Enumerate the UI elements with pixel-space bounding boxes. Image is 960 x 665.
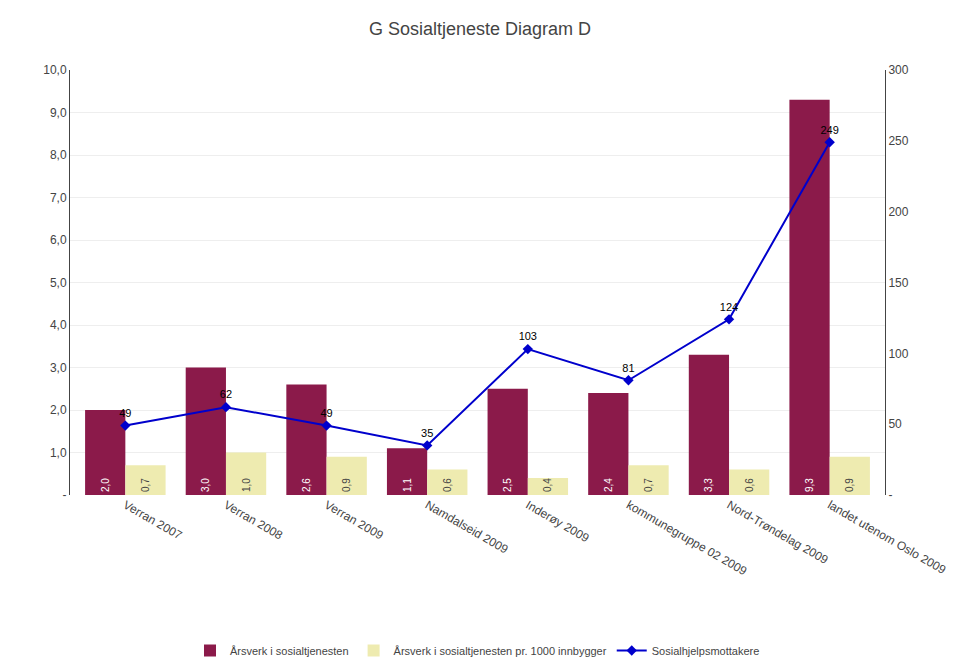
svg-text:3,0: 3,0 [200,478,211,492]
svg-text:1,1: 1,1 [402,478,413,492]
svg-text:4,0: 4,0 [50,318,67,332]
svg-text:3,3: 3,3 [703,478,714,492]
svg-text:250: 250 [888,134,908,148]
svg-text:0,7: 0,7 [140,478,151,492]
svg-text:200: 200 [888,205,908,219]
svg-text:kommunegruppe 02 2009: kommunegruppe 02 2009 [624,498,750,579]
svg-text:0,6: 0,6 [744,478,755,492]
svg-text:9,3: 9,3 [804,478,815,492]
svg-text:2,0: 2,0 [50,403,67,417]
svg-text:6,0: 6,0 [50,233,67,247]
svg-text:Årsverk i sosialtjenesten: Årsverk i sosialtjenesten [230,645,349,657]
svg-text:62: 62 [220,388,232,400]
svg-text:1,0: 1,0 [241,478,252,492]
svg-text:3,0: 3,0 [50,361,67,375]
svg-text:2,5: 2,5 [502,478,513,492]
svg-text:-: - [63,488,67,502]
svg-text:Verran 2007: Verran 2007 [121,498,185,543]
svg-text:landet utenom Oslo 2009: landet utenom Oslo 2009 [825,498,948,577]
svg-text:249: 249 [820,124,838,136]
svg-text:10,0: 10,0 [43,63,67,77]
svg-text:103: 103 [519,330,537,342]
svg-text:G Sosialtjeneste Diagram D: G Sosialtjeneste Diagram D [369,19,591,39]
svg-text:0,9: 0,9 [844,478,855,492]
svg-text:50: 50 [888,417,902,431]
svg-text:35: 35 [421,427,433,439]
svg-text:2,0: 2,0 [100,478,111,492]
svg-text:Sosialhjelpsmottakere: Sosialhjelpsmottakere [652,645,760,657]
svg-text:7,0: 7,0 [50,191,67,205]
svg-text:Nord-Trøndelag 2009: Nord-Trøndelag 2009 [725,498,831,567]
svg-text:49: 49 [119,407,131,419]
svg-text:124: 124 [720,301,738,313]
svg-text:9,0: 9,0 [50,106,67,120]
svg-text:0,6: 0,6 [442,478,453,492]
svg-text:Verran 2009: Verran 2009 [322,498,386,543]
svg-text:49: 49 [320,407,332,419]
svg-text:0,9: 0,9 [341,478,352,492]
svg-text:0,7: 0,7 [643,478,654,492]
svg-text:-: - [888,488,892,502]
svg-text:5,0: 5,0 [50,276,67,290]
svg-text:1,0: 1,0 [50,446,67,460]
svg-text:0,4: 0,4 [542,478,553,492]
svg-text:150: 150 [888,276,908,290]
svg-text:Inderøy 2009: Inderøy 2009 [523,498,592,546]
svg-text:100: 100 [888,347,908,361]
svg-text:Årsverk i sosialtjenesten pr.: Årsverk i sosialtjenesten pr. 1000 innby… [394,645,607,657]
svg-text:2,4: 2,4 [603,478,614,492]
svg-text:Namdalseid 2009: Namdalseid 2009 [423,498,511,557]
svg-text:300: 300 [888,63,908,77]
svg-text:8,0: 8,0 [50,148,67,162]
svg-text:81: 81 [622,362,634,374]
svg-text:2,6: 2,6 [301,478,312,492]
svg-text:Verran 2008: Verran 2008 [221,498,285,543]
